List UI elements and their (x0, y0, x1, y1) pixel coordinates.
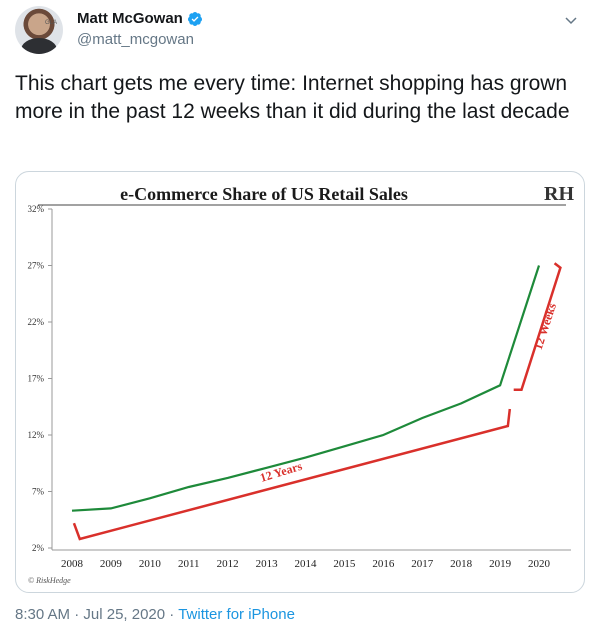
avatar-shirt (21, 38, 57, 54)
x-tick-label: 2009 (100, 558, 123, 570)
footer-separator-2: · (165, 606, 179, 623)
y-tick-label: 2% (32, 543, 45, 553)
x-tick-label: 2020 (528, 558, 551, 570)
chevron-down-icon[interactable] (563, 12, 579, 28)
x-tick-label: 2010 (139, 558, 162, 570)
bracket-12-weeks (513, 262, 562, 392)
y-tick-label: 17% (28, 374, 45, 384)
author-handle[interactable]: @matt_mcgowan (77, 31, 194, 48)
y-tick-label: 27% (28, 261, 45, 271)
x-tick-label: 2018 (450, 558, 473, 570)
tweet-media[interactable]: e-Commerce Share of US Retail Sales RH 2… (15, 171, 585, 593)
tweet-source-link[interactable]: Twitter for iPhone (178, 606, 295, 623)
x-tick-label: 2012 (217, 558, 239, 570)
tweet-footer: 8:30 AM · Jul 25, 2020 · Twitter for iPh… (15, 606, 295, 623)
author-block[interactable]: Matt McGowan @matt_mcgowan (77, 10, 203, 48)
series-line (71, 265, 541, 512)
x-tick-label: 2015 (333, 558, 356, 570)
y-tick-label: 22% (28, 317, 45, 327)
tweet-date[interactable]: Jul 25, 2020 (83, 606, 166, 623)
x-tick-label: 2017 (411, 558, 434, 570)
chart-credit: © RiskHedge (28, 576, 71, 585)
y-tick-label: 7% (32, 487, 45, 497)
annotation-12-weeks: 12 Weeks (531, 301, 559, 351)
tweet-text: This chart gets me every time: Internet … (15, 72, 570, 123)
chart: e-Commerce Share of US Retail Sales RH 2… (28, 183, 575, 585)
bracket-12-years (72, 408, 512, 541)
author-display-name[interactable]: Matt McGowan (77, 10, 183, 27)
chart-title: e-Commerce Share of US Retail Sales (120, 184, 408, 204)
tweet-time[interactable]: 8:30 AM (15, 606, 71, 623)
verified-badge-icon (187, 11, 202, 26)
y-tick-label: 32% (28, 204, 45, 214)
tweet-header: GLA Matt McGowan @matt_mcgowan (15, 6, 587, 54)
chart-logo: RH (544, 183, 574, 205)
x-tick-label: 2011 (178, 558, 200, 570)
x-tick-label: 2008 (61, 558, 84, 570)
x-tick-label: 2013 (256, 558, 279, 570)
y-tick-label: 12% (28, 430, 45, 440)
x-tick-label: 2016 (372, 558, 395, 570)
x-tick-label: 2014 (295, 558, 318, 570)
avatar-text: GLA (45, 20, 58, 26)
avatar[interactable]: GLA (15, 6, 63, 54)
x-tick-label: 2019 (489, 558, 512, 570)
footer-separator-1: · (70, 606, 84, 623)
author-name-row[interactable]: Matt McGowan (77, 10, 203, 27)
